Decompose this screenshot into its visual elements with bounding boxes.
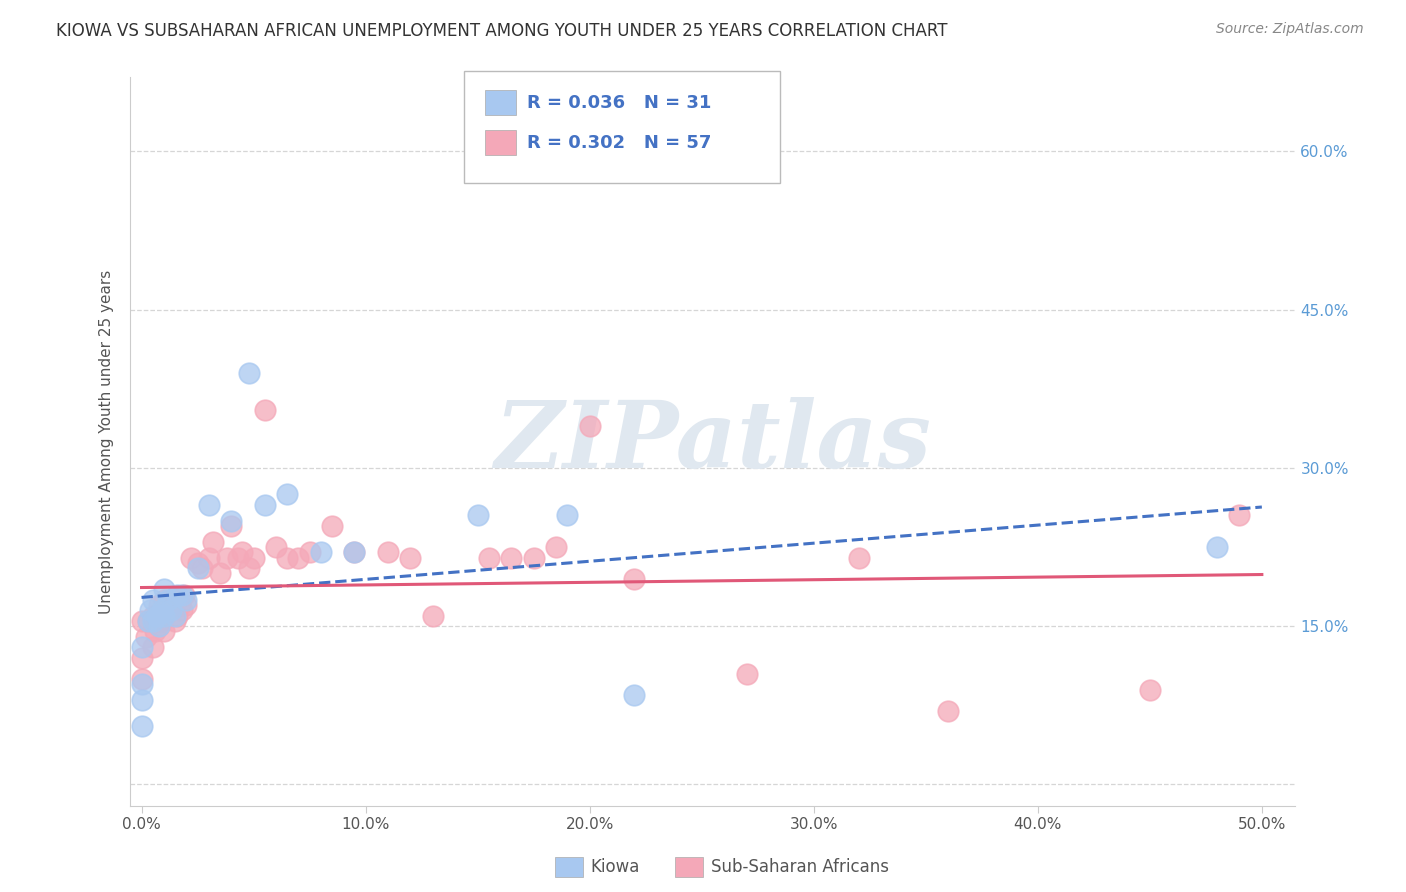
Point (153, 592, 176, 607)
Point (131, 640, 153, 655)
Point (321, 519, 343, 533)
Text: ZIPatlas: ZIPatlas (495, 397, 931, 486)
Point (197, 498, 219, 512)
Point (135, 630, 157, 644)
Point (148, 619, 170, 633)
Point (1139, 682, 1161, 697)
Point (153, 624, 176, 639)
Point (176, 598, 198, 612)
Point (180, 550, 202, 565)
Point (165, 614, 187, 628)
Text: Kiowa: Kiowa (591, 858, 640, 876)
Point (377, 545, 399, 559)
Point (253, 402, 276, 417)
Point (148, 598, 170, 612)
Point (143, 624, 166, 639)
Point (150, 614, 173, 628)
Point (159, 603, 181, 617)
Point (343, 545, 366, 559)
Point (173, 588, 195, 602)
Point (735, 666, 758, 681)
Point (139, 603, 162, 617)
Point (142, 640, 165, 655)
Point (555, 508, 578, 523)
Point (215, 550, 238, 565)
Point (202, 534, 225, 549)
Point (1206, 540, 1229, 554)
Point (142, 592, 165, 607)
Point (131, 693, 153, 707)
Point (478, 550, 501, 565)
Point (544, 540, 567, 554)
Point (399, 550, 422, 565)
Point (253, 498, 276, 512)
Point (159, 592, 181, 607)
Point (523, 550, 546, 565)
Point (422, 608, 444, 623)
Point (623, 572, 645, 586)
Point (187, 561, 209, 575)
Point (169, 598, 191, 612)
Point (146, 614, 169, 628)
Point (238, 561, 260, 575)
Point (848, 550, 870, 565)
Point (264, 540, 287, 554)
Point (131, 614, 153, 628)
Point (136, 614, 159, 628)
Point (170, 588, 193, 602)
Point (191, 561, 214, 575)
Point (231, 545, 253, 559)
Point (501, 550, 523, 565)
Point (242, 550, 264, 565)
Point (153, 608, 176, 623)
Point (131, 651, 153, 665)
Point (142, 608, 165, 623)
Point (219, 519, 242, 533)
Point (142, 614, 165, 628)
Point (166, 608, 188, 623)
Point (343, 545, 366, 559)
Point (131, 672, 153, 686)
Point (170, 603, 193, 617)
Point (467, 508, 489, 523)
Point (146, 608, 169, 623)
Point (309, 545, 332, 559)
Point (148, 619, 170, 633)
Point (166, 588, 188, 602)
Point (287, 550, 309, 565)
Text: R = 0.036   N = 31: R = 0.036 N = 31 (527, 94, 711, 112)
Point (136, 614, 159, 628)
Point (176, 592, 198, 607)
Point (153, 608, 176, 623)
Text: R = 0.302   N = 57: R = 0.302 N = 57 (527, 134, 711, 152)
Point (165, 608, 187, 623)
Point (208, 566, 231, 581)
Text: Sub-Saharan Africans: Sub-Saharan Africans (711, 858, 890, 876)
Point (157, 592, 180, 607)
Text: Source: ZipAtlas.com: Source: ZipAtlas.com (1216, 22, 1364, 37)
Point (226, 550, 249, 565)
Point (578, 418, 600, 433)
Point (197, 550, 219, 565)
Y-axis label: Unemployment Among Youth under 25 years: Unemployment Among Youth under 25 years (100, 269, 114, 614)
Point (187, 556, 209, 570)
Point (150, 603, 173, 617)
Point (219, 514, 242, 528)
Point (298, 545, 321, 559)
Point (131, 719, 153, 733)
Point (157, 603, 180, 617)
Point (936, 704, 959, 718)
Point (131, 677, 153, 691)
Point (276, 550, 298, 565)
Text: KIOWA VS SUBSAHARAN AFRICAN UNEMPLOYMENT AMONG YOUTH UNDER 25 YEARS CORRELATION : KIOWA VS SUBSAHARAN AFRICAN UNEMPLOYMENT… (56, 22, 948, 40)
Point (623, 688, 645, 702)
Point (276, 487, 298, 501)
Point (238, 366, 260, 380)
Point (165, 592, 187, 607)
Point (1229, 508, 1251, 523)
Point (153, 582, 176, 597)
